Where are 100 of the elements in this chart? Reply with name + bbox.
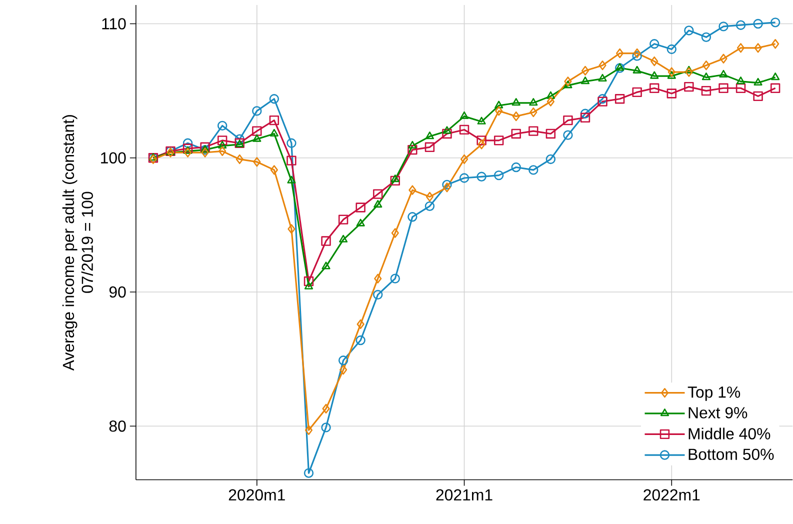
point (753, 19, 763, 29)
point (702, 72, 710, 80)
point (736, 83, 746, 94)
point (356, 319, 364, 330)
point (286, 138, 296, 148)
point (736, 20, 746, 30)
text: Average income per adult (constant) (62, 115, 78, 371)
point (666, 44, 676, 54)
point (460, 112, 469, 120)
point (701, 32, 712, 42)
point (736, 76, 746, 84)
point (650, 39, 660, 49)
point (183, 146, 192, 154)
point (252, 134, 262, 142)
x-tick-label: 2021m1 (436, 489, 492, 501)
y-tick-label: 90 (109, 286, 126, 298)
point (632, 87, 642, 98)
point (424, 142, 435, 152)
point (408, 185, 416, 196)
point (667, 71, 676, 79)
point (408, 145, 418, 155)
point (598, 96, 608, 107)
point (338, 214, 348, 225)
y-tick-label: 110 (102, 18, 126, 30)
point (424, 201, 435, 212)
point (356, 218, 365, 226)
point (184, 148, 192, 158)
legend-label: Middle 40% (688, 428, 770, 440)
x-tick-label: 2020m1 (228, 489, 285, 501)
point (546, 129, 556, 139)
point (477, 116, 486, 125)
point (564, 76, 572, 86)
point (736, 43, 745, 53)
point (684, 26, 694, 36)
point (390, 274, 400, 284)
point (408, 212, 418, 222)
point (270, 129, 278, 137)
point (322, 404, 330, 414)
point (478, 140, 486, 150)
point (633, 48, 641, 58)
point (391, 228, 399, 238)
point (720, 54, 728, 64)
point (511, 129, 521, 139)
point (182, 138, 193, 148)
point (650, 56, 658, 66)
point (322, 262, 330, 270)
point (442, 180, 452, 190)
point (217, 136, 228, 146)
point (511, 162, 521, 172)
point (512, 112, 520, 122)
point (702, 60, 710, 70)
point (459, 173, 470, 183)
point (182, 144, 193, 154)
point (426, 192, 434, 202)
point (218, 146, 226, 156)
point (598, 60, 606, 70)
point (754, 43, 762, 53)
point (528, 126, 538, 136)
point (287, 176, 296, 184)
point (304, 425, 313, 436)
point (339, 234, 348, 243)
point (253, 157, 261, 167)
point (580, 76, 590, 84)
point (512, 98, 520, 106)
point (459, 124, 470, 135)
point (408, 141, 417, 149)
point (685, 67, 693, 78)
point (374, 200, 382, 208)
point (269, 116, 280, 126)
point (668, 67, 676, 78)
point (425, 132, 434, 140)
point (442, 129, 452, 139)
point (563, 116, 573, 126)
point (772, 39, 780, 49)
point (390, 174, 400, 182)
point (356, 336, 366, 346)
point (753, 91, 763, 102)
point (476, 172, 486, 182)
point (200, 142, 210, 152)
point (718, 83, 728, 94)
point (563, 130, 573, 140)
point (614, 94, 625, 104)
point (269, 94, 280, 104)
x-tick-label: 2022m1 (644, 489, 700, 501)
point (666, 88, 676, 98)
point (546, 91, 555, 100)
point (718, 22, 728, 32)
point (581, 66, 590, 76)
point (373, 290, 383, 300)
point (598, 74, 607, 82)
point (252, 126, 262, 136)
legend-label: Bottom 50% (688, 448, 774, 460)
y-tick-label: 100 (101, 152, 126, 164)
point (476, 136, 486, 146)
point (770, 83, 780, 94)
point (754, 78, 762, 86)
point (321, 422, 331, 432)
point (304, 468, 314, 478)
point (580, 112, 590, 123)
point (719, 70, 728, 78)
